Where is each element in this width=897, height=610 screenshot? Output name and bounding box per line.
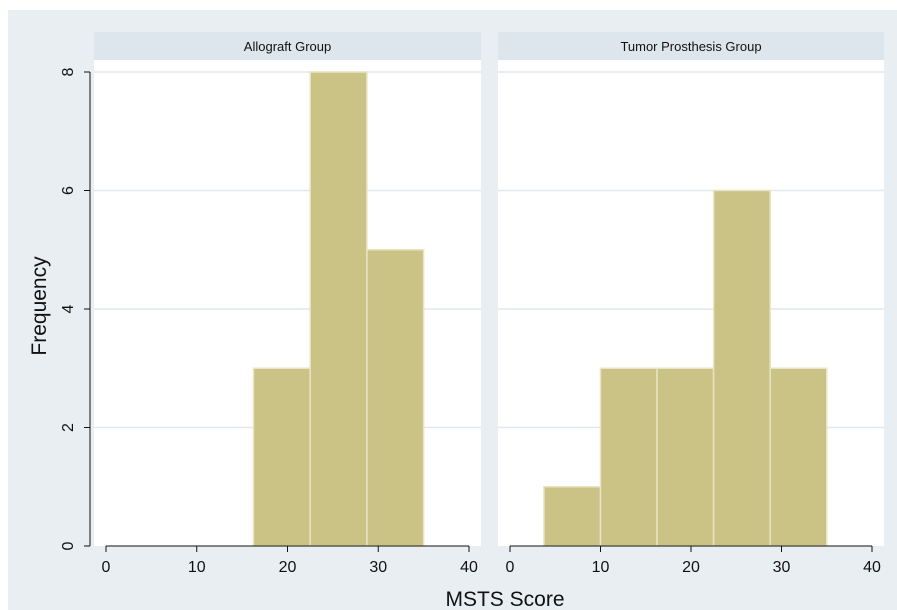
y-axis-title: Frequency: [28, 256, 51, 356]
x-tick-label: 30: [773, 559, 791, 576]
panel-title: Tumor Prosthesis Group: [620, 39, 761, 54]
histogram-bar: [309, 71, 368, 547]
panel-title: Allograft Group: [244, 39, 331, 54]
panel-2: Tumor Prosthesis Group 0 10 20 30 40: [498, 32, 884, 576]
x-tick-label: 20: [279, 559, 297, 576]
histogram-bar: [712, 189, 771, 547]
histogram-bar: [656, 367, 715, 547]
panel-strip: [94, 32, 481, 60]
y-tick-label: 6: [60, 186, 77, 195]
histogram-bar: [252, 367, 311, 547]
x-tick-label: 10: [592, 559, 610, 576]
y-tick-label: 2: [60, 423, 77, 432]
x-tick-label: 0: [102, 559, 111, 576]
x-tick-label: 30: [369, 559, 387, 576]
panel-strip: [498, 32, 884, 60]
histogram-bar: [769, 367, 828, 547]
histogram-bar: [599, 367, 658, 547]
x-tick-label: 40: [460, 559, 478, 576]
panel-1: Allograft Group 0 10 20 30 40 0 2 4 6 8: [60, 32, 481, 576]
x-tick-label: 10: [188, 559, 206, 576]
y-tick-label: 4: [60, 304, 77, 313]
y-tick-label: 0: [60, 541, 77, 550]
x-tick-label: 0: [506, 559, 515, 576]
histogram-bar: [366, 249, 425, 547]
x-tick-label: 20: [682, 559, 700, 576]
x-axis-title: MSTS Score: [445, 588, 564, 610]
x-tick-label: 40: [863, 559, 881, 576]
y-tick-label: 8: [60, 67, 77, 76]
histogram-bar: [543, 486, 602, 547]
